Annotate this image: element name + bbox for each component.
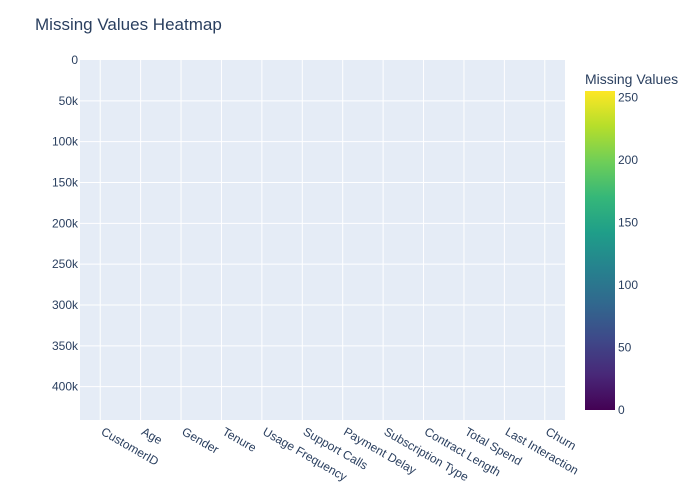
y-tick-label: 50k — [59, 94, 79, 108]
colorbar-tick-label: 250 — [618, 90, 638, 104]
colorbar-ticks: 0 50 100 150 200 250 — [618, 90, 638, 417]
y-tick-label: 200k — [52, 216, 79, 230]
y-tick-label: 350k — [52, 339, 79, 353]
colorbar-tick-label: 0 — [618, 403, 625, 417]
x-tick-label: Gender — [180, 424, 222, 456]
colorbar-tick-label: 100 — [618, 278, 638, 292]
y-tick-label: 400k — [52, 380, 79, 394]
colorbar-tick-label: 150 — [618, 215, 638, 229]
x-tick-label: Age — [139, 424, 165, 447]
colorbar-tick-label: 50 — [618, 340, 632, 354]
colorbar-tick-label: 200 — [618, 153, 638, 167]
y-axis-ticks: 0 50k 100k 150k 200k 250k 300k 350k 400k — [52, 53, 79, 394]
plot-area — [80, 60, 565, 420]
x-tick-label: Tenure — [220, 424, 259, 455]
y-tick-label: 150k — [52, 175, 79, 189]
y-tick-label: 300k — [52, 298, 79, 312]
chart-title: Missing Values Heatmap — [35, 15, 222, 34]
y-tick-label: 100k — [52, 135, 79, 149]
y-tick-label: 250k — [52, 257, 79, 271]
grid-lines — [80, 60, 565, 420]
colorbar — [585, 91, 615, 410]
colorbar-title: Missing Values — [585, 71, 678, 87]
y-tick-label: 0 — [71, 53, 78, 67]
